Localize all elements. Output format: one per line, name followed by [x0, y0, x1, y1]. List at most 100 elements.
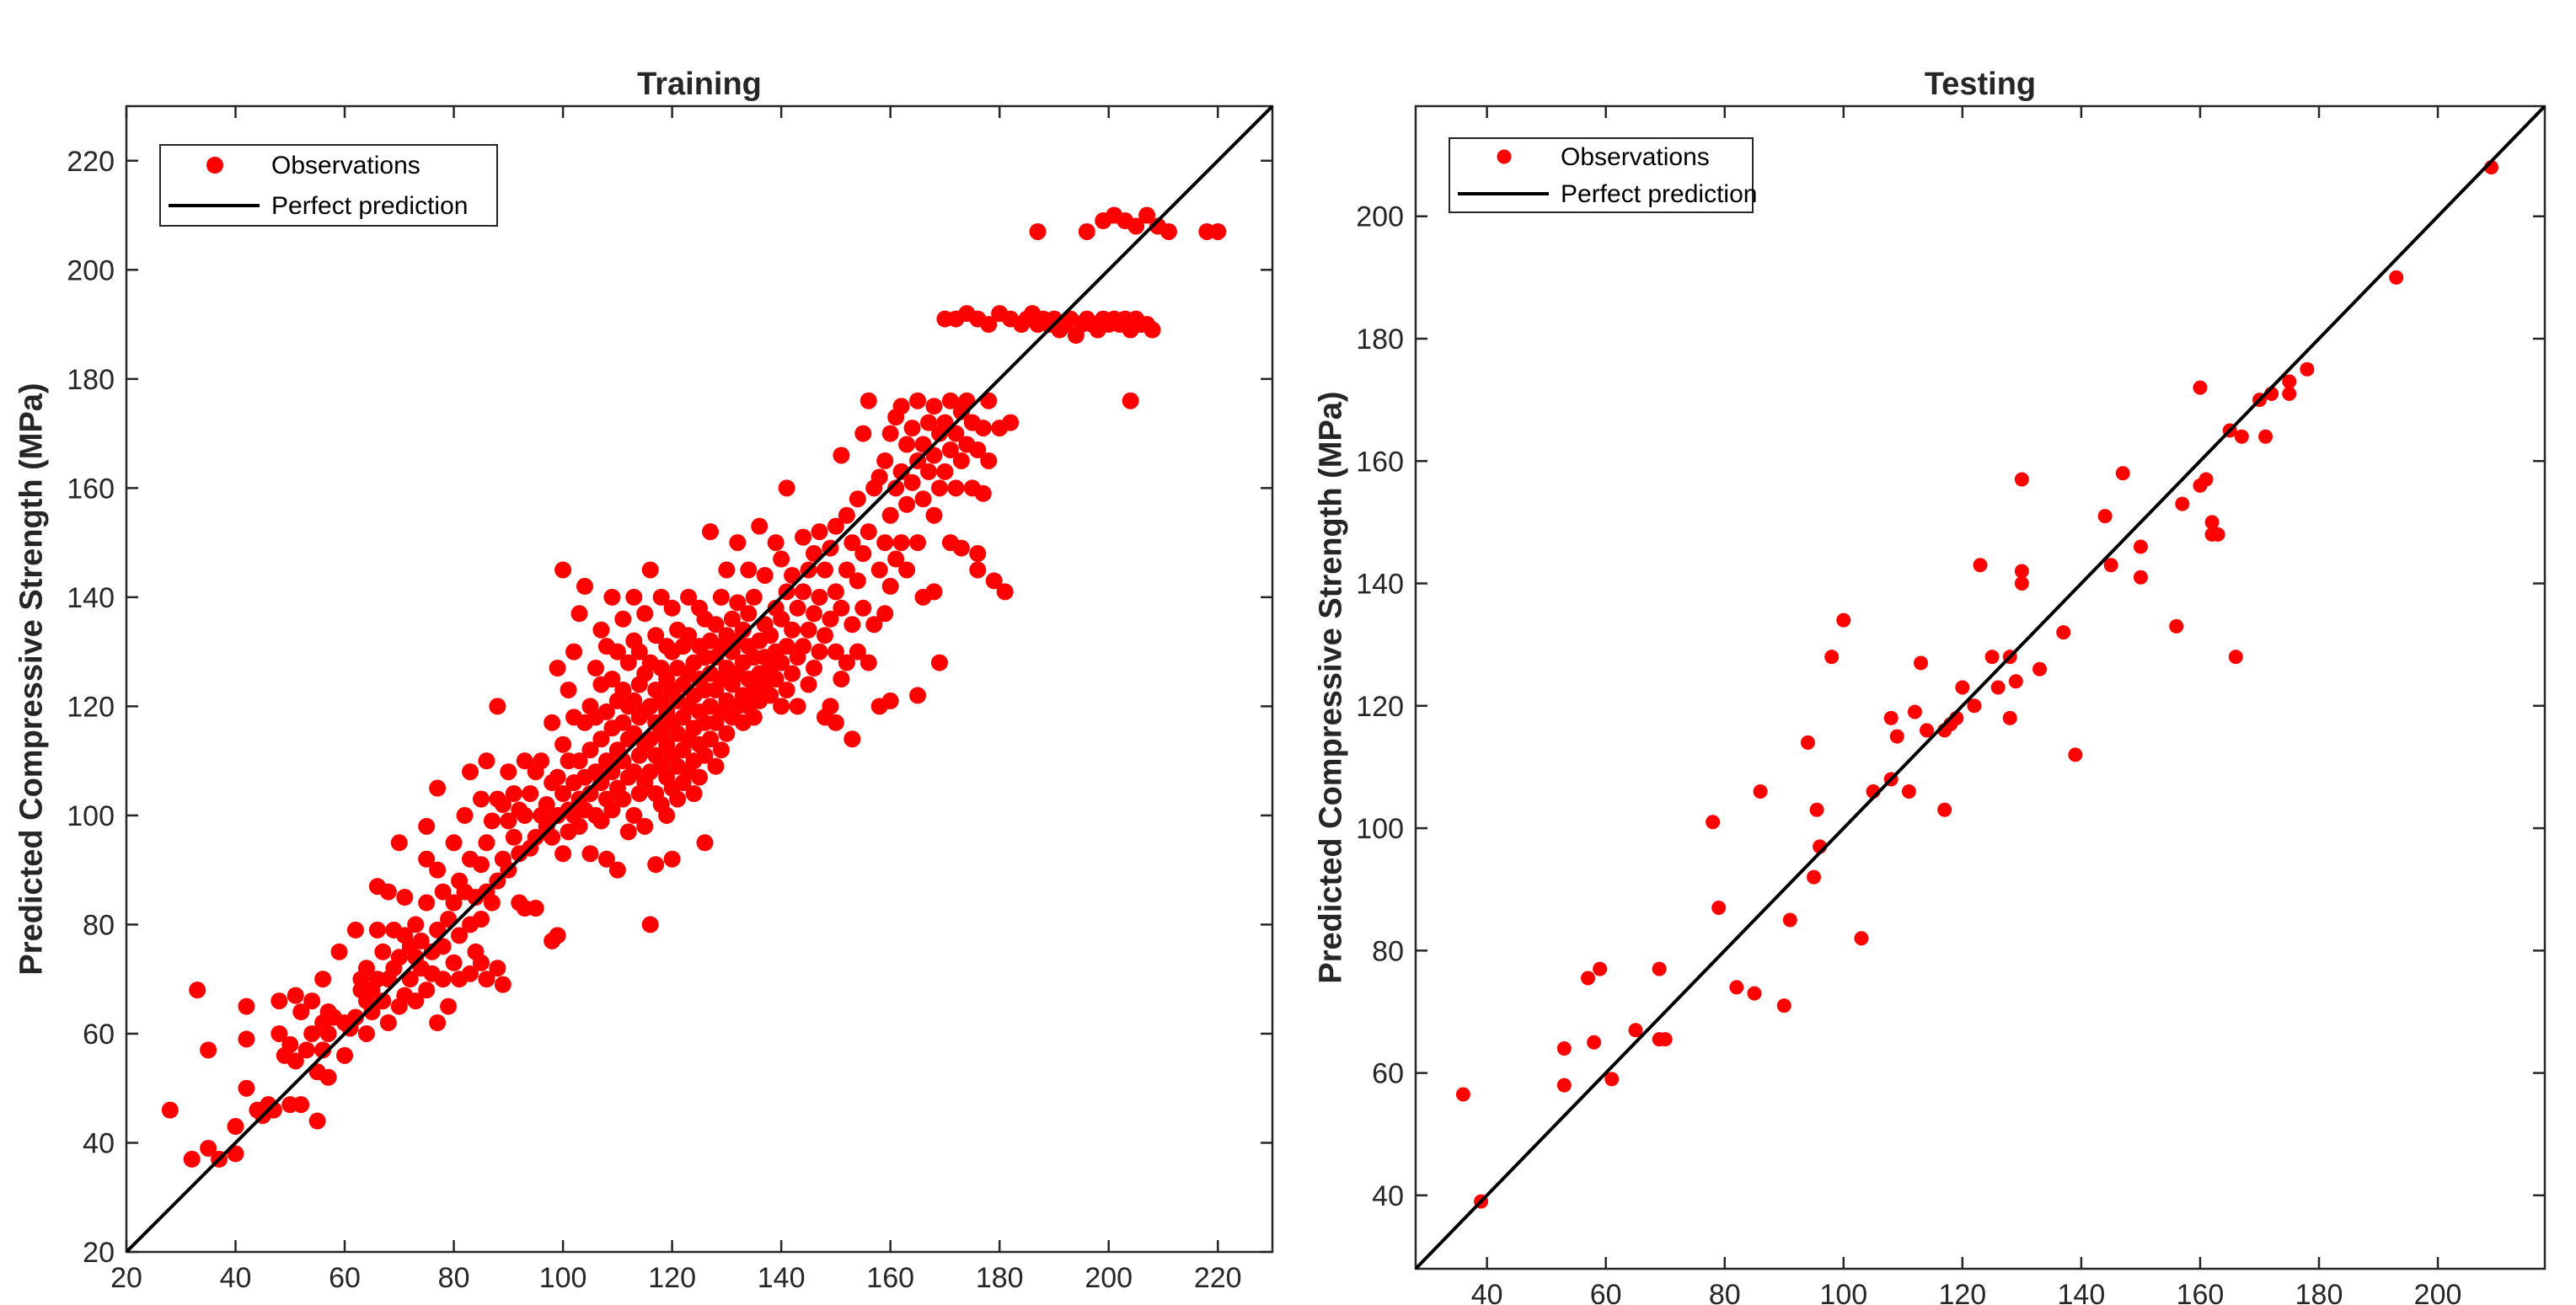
observation-point	[876, 534, 893, 551]
observation-point	[740, 605, 757, 622]
observation-point	[2068, 747, 2082, 762]
x-tick-label: 100	[539, 1262, 587, 1294]
observation-point	[806, 605, 822, 622]
observation-point	[1706, 815, 1720, 829]
observation-point	[925, 507, 942, 524]
observation-point	[429, 780, 446, 797]
observation-point	[1807, 870, 1821, 885]
observation-point	[718, 725, 735, 742]
x-tick-label: 40	[220, 1262, 252, 1294]
observation-point	[2235, 430, 2249, 444]
observation-point	[1587, 1035, 1601, 1050]
x-tick-label: 140	[2058, 1279, 2106, 1305]
observation-point	[773, 551, 790, 568]
y-tick-label: 180	[1356, 324, 1404, 356]
observation-point	[189, 981, 206, 998]
observation-point	[997, 583, 1014, 600]
observation-point	[554, 845, 571, 862]
observation-point	[2169, 619, 2183, 634]
x-tick-label: 100	[1819, 1279, 1867, 1305]
x-tick-label: 40	[1471, 1279, 1503, 1305]
observation-point	[576, 578, 593, 595]
observation-point	[713, 589, 730, 606]
observation-point	[969, 545, 986, 562]
observation-point	[1160, 223, 1177, 240]
observation-point	[500, 763, 517, 780]
observation-point	[581, 845, 598, 862]
observation-point	[801, 676, 817, 693]
y-axis-label: Predicted Compressive Strength (MPa)	[13, 382, 49, 975]
observation-point	[440, 998, 457, 1015]
observation-point	[746, 709, 763, 725]
observation-point	[898, 561, 915, 578]
observation-point	[1955, 681, 1969, 695]
observation-point	[1209, 223, 1226, 240]
perfect-prediction-line	[126, 106, 1272, 1252]
observation-point	[609, 862, 626, 879]
observation-point	[790, 698, 806, 714]
observation-point	[2015, 576, 2029, 591]
observation-point	[478, 834, 495, 851]
observation-point	[238, 1030, 254, 1047]
observation-point	[1557, 1078, 1572, 1093]
observation-point	[200, 1041, 217, 1058]
x-tick-label: 160	[2177, 1279, 2225, 1305]
observation-point	[1729, 980, 1743, 994]
legend: ObservationsPerfect prediction	[160, 145, 497, 226]
observation-point	[418, 818, 435, 835]
observation-point	[1985, 650, 2000, 664]
observation-point	[554, 736, 571, 753]
observation-point	[1122, 393, 1139, 409]
observation-point	[833, 447, 849, 463]
observation-point	[827, 583, 844, 600]
observation-point	[2098, 509, 2113, 523]
observation-point	[909, 687, 926, 703]
observation-point	[925, 583, 942, 600]
observation-point	[762, 627, 779, 644]
y-tick-label: 120	[67, 691, 115, 723]
x-tick-label: 220	[1194, 1262, 1242, 1294]
x-tick-label: 120	[1938, 1279, 1986, 1305]
observation-point	[495, 976, 511, 993]
observation-point	[795, 583, 811, 600]
observation-point	[2300, 362, 2314, 377]
observation-point	[936, 463, 953, 480]
observation-point	[843, 616, 860, 633]
observation-point	[893, 398, 910, 414]
observation-point	[876, 605, 893, 622]
y-tick-label: 160	[67, 473, 115, 505]
y-tick-label: 200	[1356, 201, 1404, 233]
perfect-prediction-line	[1416, 106, 2545, 1269]
observation-point	[560, 682, 577, 698]
observation-point	[773, 698, 790, 714]
observation-point	[446, 955, 463, 971]
observation-point	[347, 922, 364, 939]
observation-point	[2134, 570, 2148, 585]
observation-point	[871, 468, 888, 485]
legend-label: Observations	[271, 152, 420, 179]
observation-point	[1581, 971, 1595, 986]
observation-point	[2205, 515, 2220, 529]
observation-point	[882, 425, 899, 442]
observation-point	[843, 730, 860, 747]
x-tick-label: 160	[866, 1262, 914, 1294]
observation-point	[473, 856, 490, 873]
y-tick-label: 80	[83, 909, 115, 941]
observation-point	[784, 666, 801, 682]
observation-point	[2175, 497, 2189, 511]
observation-point	[664, 851, 681, 868]
observation-point	[833, 671, 849, 687]
observation-point	[658, 807, 675, 824]
observation-point	[549, 927, 566, 944]
legend-marker-observations	[1497, 150, 1512, 164]
observation-point	[746, 589, 763, 606]
observation-point	[238, 998, 254, 1015]
observation-point	[314, 971, 331, 987]
observation-point	[374, 944, 391, 960]
x-tick-label: 140	[758, 1262, 806, 1294]
observation-point	[702, 523, 719, 540]
observation-point	[571, 818, 588, 835]
x-tick-label: 80	[1709, 1279, 1741, 1305]
observation-point	[909, 534, 926, 551]
observation-point	[636, 605, 653, 622]
